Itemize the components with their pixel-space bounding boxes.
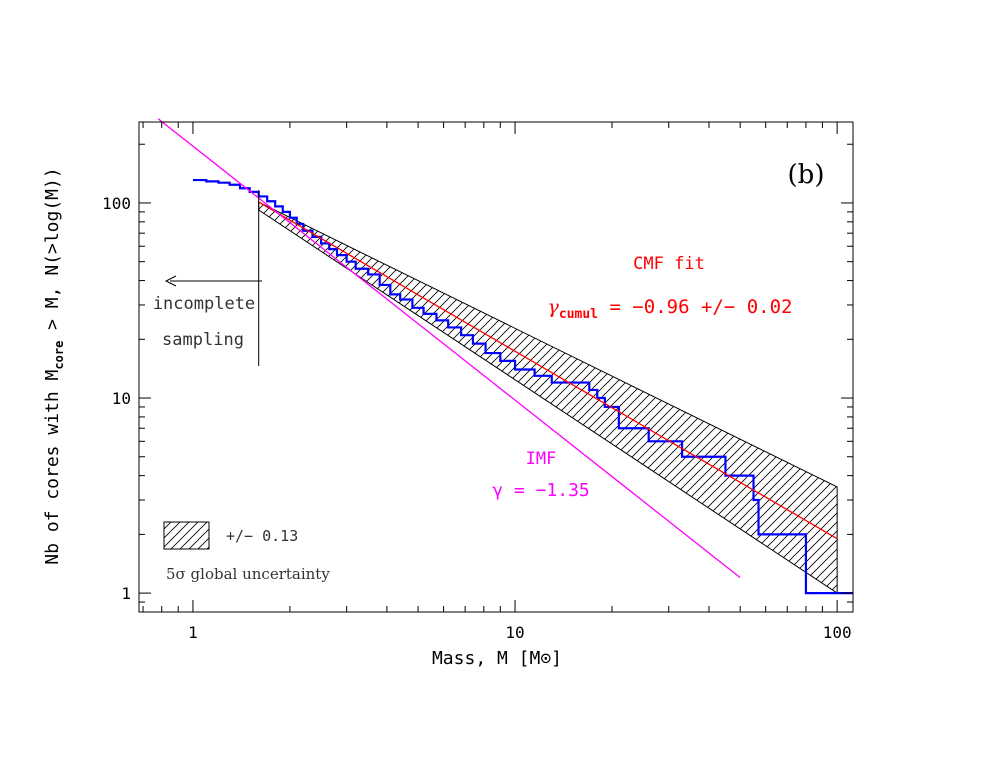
legend-band-swatch: [163, 521, 210, 550]
x-tick-label: 1: [188, 623, 198, 642]
y-tick-label: 100: [102, 194, 131, 213]
incomplete-label-2: sampling: [162, 330, 244, 350]
incomplete-arrowhead: [164, 275, 177, 287]
plot-frame: [138, 121, 854, 613]
legend-uncertainty: 5σ global uncertainty: [166, 565, 330, 583]
x-axis-label: Mass, M [M⊙]: [432, 648, 562, 669]
panel-label: (b): [788, 160, 825, 190]
axes: 1 10 100 1 10 100: [102, 121, 854, 642]
series-imf: [157, 118, 741, 579]
incomplete-label-1: incomplete: [153, 294, 255, 314]
x-tick-label: 100: [823, 623, 852, 642]
y-tick-label: 10: [112, 389, 131, 408]
imf-title: IMF: [526, 449, 557, 469]
cmf-fit-title: CMF fit: [633, 254, 705, 274]
y-tick-label: 1: [121, 584, 131, 603]
cmf-fit-gamma: γcumul = −0.96 +/− 0.02: [548, 296, 793, 322]
uncertainty-band: [258, 201, 838, 595]
uncertainty-band-layer: [258, 201, 838, 595]
y-axis-label: Nb of cores with Mcore > M, N(>log(M)): [42, 167, 66, 564]
legend-band-label: +/− 0.13: [226, 527, 298, 545]
imf-gamma: γ = −1.35: [492, 480, 590, 501]
series-cmf-fit: [258, 201, 838, 540]
series-layer: [157, 118, 853, 595]
x-tick-label: 10: [505, 623, 524, 642]
